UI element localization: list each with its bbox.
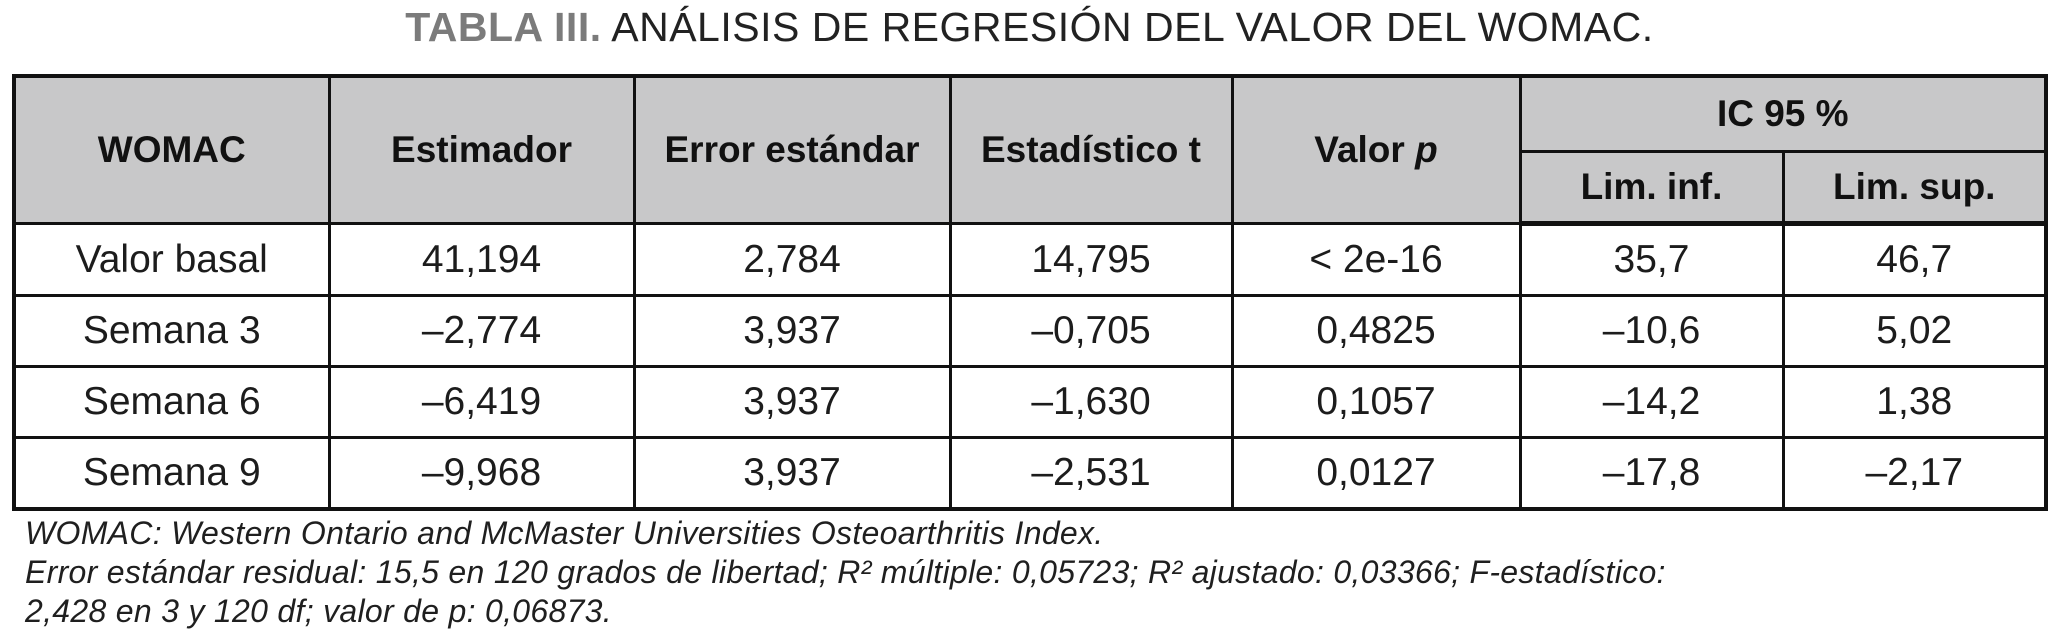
table-title-text: ANÁLISIS DE REGRESIÓN DEL VALOR DEL WOMA… <box>611 4 1654 50</box>
col-header-womac: WOMAC <box>12 74 331 225</box>
cell-estadistico-t: –2,531 <box>948 436 1234 511</box>
cell-error-estandar: 3,937 <box>632 365 952 439</box>
cell-estimador: –6,419 <box>327 365 636 439</box>
cell-lim-inf: –14,2 <box>1518 365 1785 439</box>
cell-estimador: –9,968 <box>327 436 636 511</box>
table-row: Semana 3 –2,774 3,937 –0,705 0,4825 –10,… <box>12 294 2048 368</box>
cell-lim-sup: 46,7 <box>1781 222 2048 297</box>
table-number-label: TABLA III. <box>405 4 602 50</box>
table-row: Semana 6 –6,419 3,937 –1,630 0,1057 –14,… <box>12 365 2048 439</box>
cell-lim-inf: –10,6 <box>1518 294 1785 368</box>
col-header-lim-inf: Lim. inf. <box>1518 150 1785 226</box>
cell-estadistico-t: –0,705 <box>948 294 1234 368</box>
valor-p-symbol: p <box>1415 129 1438 170</box>
row-label: Semana 9 <box>12 436 331 511</box>
cell-lim-sup: 5,02 <box>1781 294 2048 368</box>
cell-estimador: 41,194 <box>327 222 636 297</box>
cell-valor-p: 0,0127 <box>1230 436 1522 511</box>
table-footnotes: WOMAC: Western Ontario and McMaster Univ… <box>25 514 2035 631</box>
cell-lim-sup: 1,38 <box>1781 365 2048 439</box>
valor-p-prefix: Valor <box>1314 129 1405 170</box>
cell-error-estandar: 3,937 <box>632 436 952 511</box>
col-header-valor-p: Valor p <box>1230 74 1522 225</box>
col-header-estimador: Estimador <box>327 74 636 225</box>
row-label: Semana 3 <box>12 294 331 368</box>
row-label: Semana 6 <box>12 365 331 439</box>
cell-error-estandar: 3,937 <box>632 294 952 368</box>
col-header-error-estandar: Error estándar <box>632 74 952 225</box>
footnote-womac-definition: WOMAC: Western Ontario and McMaster Univ… <box>25 515 1104 551</box>
cell-lim-sup: –2,17 <box>1781 436 2048 511</box>
footnote-model-stats-line1: Error estándar residual: 15,5 en 120 gra… <box>25 554 1666 590</box>
cell-lim-inf: 35,7 <box>1518 222 1785 297</box>
col-header-lim-sup: Lim. sup. <box>1781 150 2048 226</box>
col-header-ic95: IC 95 % <box>1518 74 2048 153</box>
page-title: TABLA III. ANÁLISIS DE REGRESIÓN DEL VAL… <box>0 4 2059 51</box>
cell-valor-p: 0,1057 <box>1230 365 1522 439</box>
table-header: WOMAC Estimador Error estándar Estadísti… <box>12 74 2048 226</box>
table-body: Valor basal 41,194 2,784 14,795 < 2e-16 … <box>12 222 2048 511</box>
cell-valor-p: 0,4825 <box>1230 294 1522 368</box>
cell-estadistico-t: –1,630 <box>948 365 1234 439</box>
regression-table: WOMAC Estimador Error estándar Estadísti… <box>12 74 2048 511</box>
cell-error-estandar: 2,784 <box>632 222 952 297</box>
row-label: Valor basal <box>12 222 331 297</box>
cell-lim-inf: –17,8 <box>1518 436 1785 511</box>
table-row: Valor basal 41,194 2,784 14,795 < 2e-16 … <box>12 222 2048 297</box>
cell-estimador: –2,774 <box>327 294 636 368</box>
cell-valor-p: < 2e-16 <box>1230 222 1522 297</box>
col-header-estadistico-t: Estadístico t <box>948 74 1234 225</box>
footnote-model-stats-line2: 2,428 en 3 y 120 df; valor de p: 0,06873… <box>25 593 612 629</box>
table-row: Semana 9 –9,968 3,937 –2,531 0,0127 –17,… <box>12 436 2048 511</box>
cell-estadistico-t: 14,795 <box>948 222 1234 297</box>
